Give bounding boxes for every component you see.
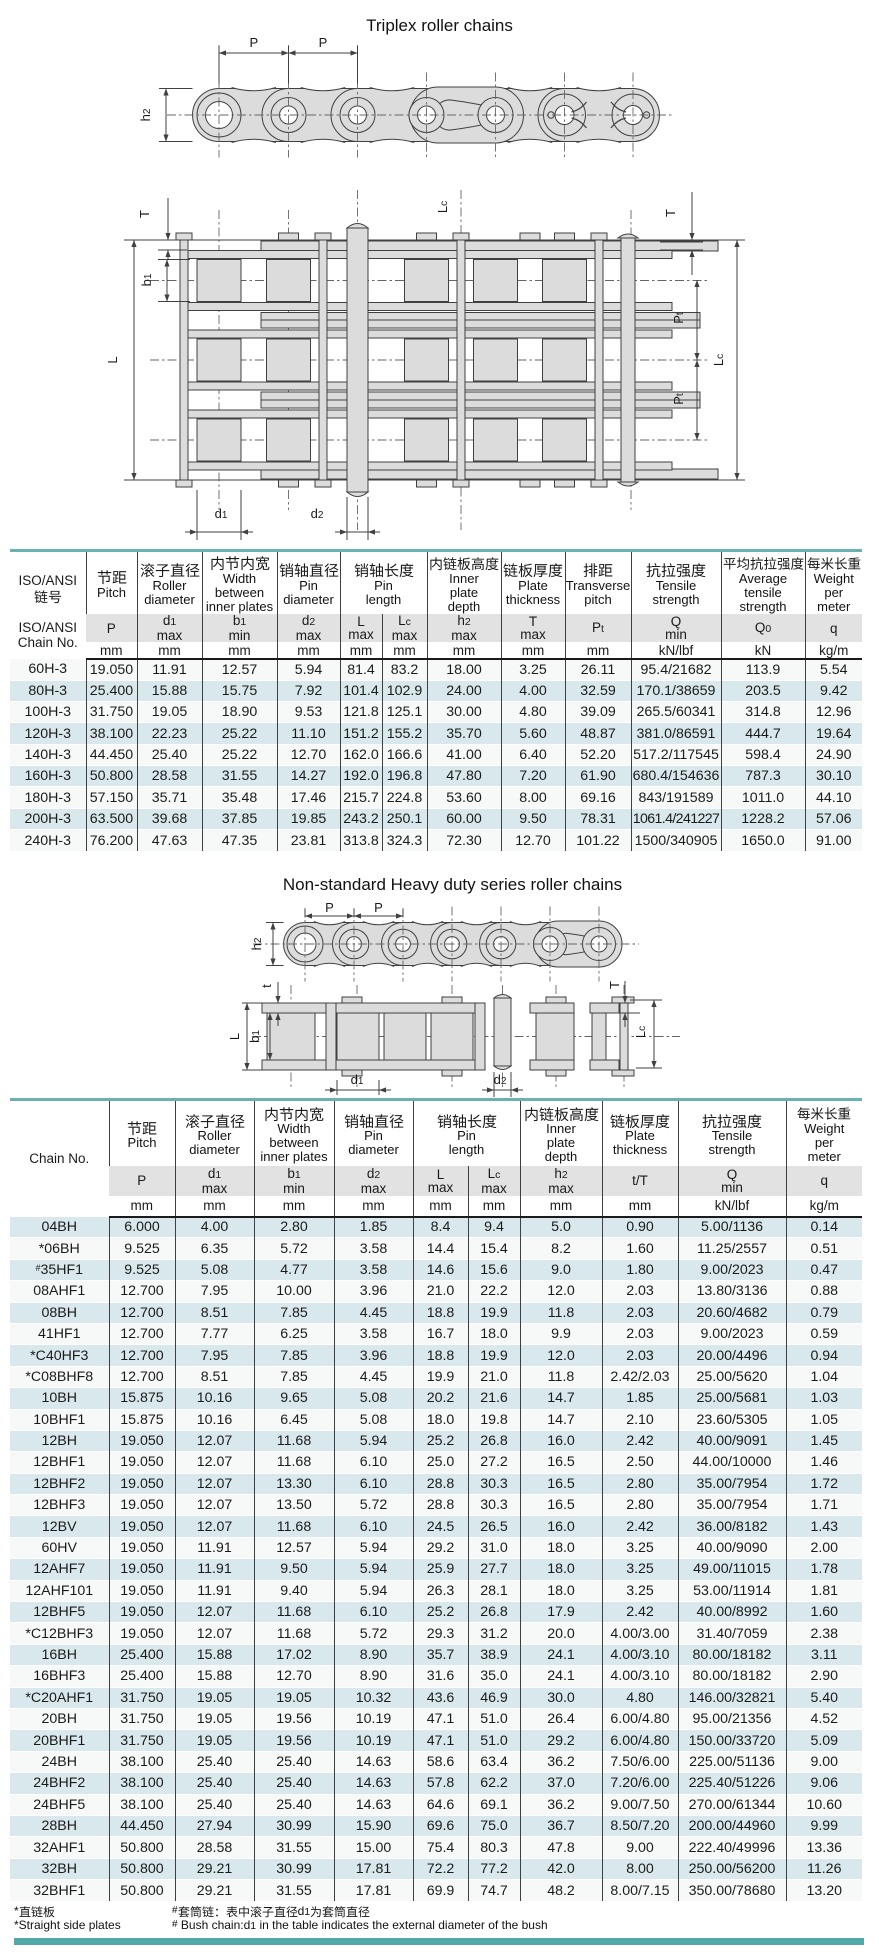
svg-text:Lc: Lc — [633, 1026, 648, 1038]
svg-text:h2: h2 — [138, 108, 153, 121]
svg-text:Lc: Lc — [435, 201, 450, 213]
svg-text:T: T — [607, 981, 622, 989]
svg-text:Pt: Pt — [671, 312, 686, 324]
svg-text:T: T — [663, 209, 678, 217]
svg-text:Lc: Lc — [711, 354, 726, 366]
svg-text:h2: h2 — [249, 937, 264, 950]
svg-text:b1: b1 — [139, 273, 154, 286]
svg-text:T: T — [137, 210, 152, 218]
svg-text:L: L — [230, 1033, 242, 1040]
svg-text:P: P — [325, 900, 334, 915]
svg-text:L: L — [105, 356, 120, 363]
svg-text:d2: d2 — [311, 506, 324, 521]
svg-text:P: P — [319, 35, 328, 50]
svg-text:d2: d2 — [494, 1072, 507, 1087]
svg-text:d1: d1 — [351, 1072, 364, 1087]
svg-text:t: t — [259, 984, 274, 988]
svg-text:Pt: Pt — [671, 393, 686, 405]
svg-text:P: P — [249, 35, 258, 50]
svg-text:b1: b1 — [247, 1030, 262, 1043]
svg-text:d1: d1 — [215, 506, 228, 521]
svg-text:P: P — [374, 900, 383, 915]
